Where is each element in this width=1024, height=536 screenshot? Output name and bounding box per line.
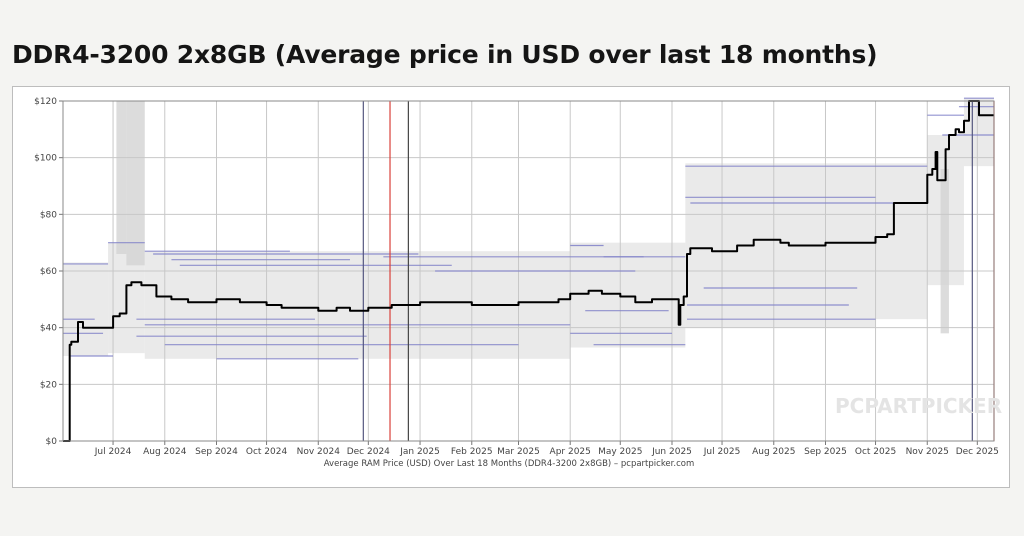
watermark-text: PCPARTPICKER xyxy=(835,394,1002,418)
x-tick-label: Mar 2025 xyxy=(497,447,540,457)
page-title: DDR4-3200 2x8GB (Average price in USD ov… xyxy=(12,40,878,69)
x-tick-label: Dec 2025 xyxy=(956,447,999,457)
y-tick-label: $80 xyxy=(40,210,57,220)
x-tick-label: Sep 2024 xyxy=(195,447,238,457)
x-axis-caption: Average RAM Price (USD) Over Last 18 Mon… xyxy=(324,459,695,469)
y-tick-label: $40 xyxy=(40,324,57,334)
plot-frame xyxy=(62,100,995,442)
y-tick-label: $0 xyxy=(46,437,58,447)
x-tick-label: Oct 2025 xyxy=(855,447,896,457)
x-tick-label: Feb 2025 xyxy=(451,447,493,457)
x-tick-label: Oct 2024 xyxy=(246,447,288,457)
x-tick-label: Apr 2025 xyxy=(550,447,591,457)
price-spike-band xyxy=(126,101,145,266)
y-tick-label: $60 xyxy=(40,267,57,277)
x-tick-label: Dec 2024 xyxy=(347,447,390,457)
x-tick-label: Nov 2025 xyxy=(906,447,949,457)
price-range-band xyxy=(875,163,928,320)
price-range-band xyxy=(63,262,109,356)
x-tick-label: Jun 2025 xyxy=(651,447,692,457)
price-range-band xyxy=(685,163,876,328)
x-tick-label: Nov 2024 xyxy=(297,447,341,457)
price-spike-band xyxy=(116,101,127,254)
x-tick-label: May 2025 xyxy=(598,447,642,457)
x-tick-label: Jan 2025 xyxy=(399,447,440,457)
x-tick-label: Jul 2025 xyxy=(703,447,741,457)
price-chart: $0 $20 $40 $60 $80 $100 $120 Jul 2024 Aug 2024 Se… xyxy=(34,97,1002,469)
average-price-line xyxy=(63,100,994,442)
y-tick-label: $100 xyxy=(34,154,57,164)
y-tick-label: $20 xyxy=(40,380,57,390)
price-spike-band xyxy=(940,169,949,334)
x-tick-label: Jul 2024 xyxy=(94,447,132,457)
x-tick-label: Aug 2024 xyxy=(143,447,187,457)
price-range-band xyxy=(570,242,686,348)
x-tick-label: Sep 2025 xyxy=(804,447,847,457)
x-tick-label: Aug 2025 xyxy=(752,447,795,457)
y-tick-label: $120 xyxy=(34,97,57,107)
chart-panel: $0 $20 $40 $60 $80 $100 $120 Jul 2024 Aug 2024 Se… xyxy=(12,86,1010,488)
